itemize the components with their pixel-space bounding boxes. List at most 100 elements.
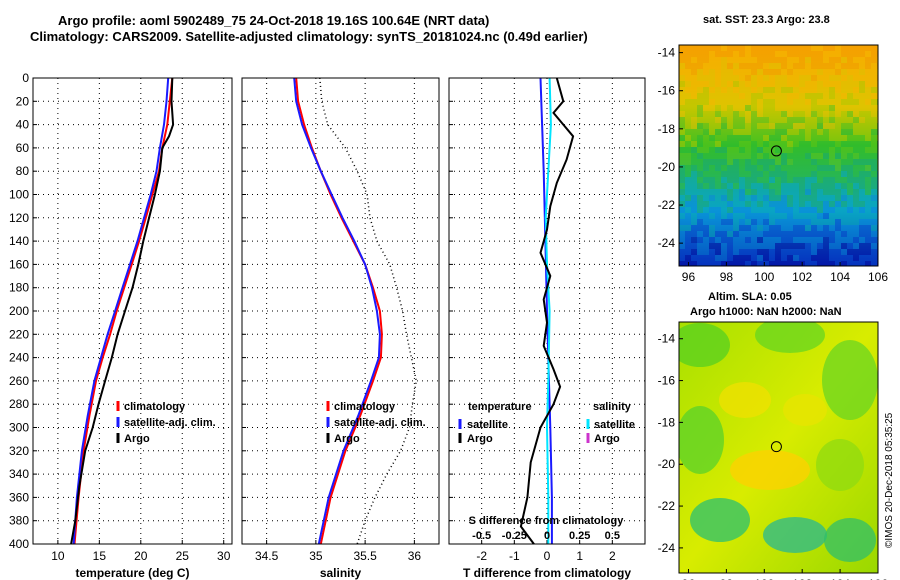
sst-cell bbox=[805, 219, 811, 225]
sst-cell bbox=[763, 165, 769, 171]
sst-cell bbox=[715, 51, 721, 57]
sst-cell bbox=[763, 69, 769, 75]
sst-cell bbox=[721, 153, 727, 159]
sst-cell bbox=[781, 225, 787, 231]
sst-cell bbox=[853, 57, 859, 63]
sst-cell bbox=[733, 165, 739, 171]
sst-cell bbox=[733, 171, 739, 177]
sst-cell bbox=[829, 153, 835, 159]
sst-cell bbox=[715, 231, 721, 237]
sst-cell bbox=[679, 195, 685, 201]
sst-cell bbox=[781, 195, 787, 201]
sst-map-title: sat. SST: 23.3 Argo: 23.8 bbox=[703, 14, 830, 26]
sst-cell bbox=[739, 69, 745, 75]
sst-cell bbox=[703, 75, 709, 81]
sst-cell bbox=[829, 231, 835, 237]
sst-cell bbox=[865, 183, 871, 189]
sst-cell bbox=[871, 147, 877, 153]
sst-cell bbox=[835, 153, 841, 159]
sst-cell bbox=[751, 51, 757, 57]
sst-cell bbox=[817, 135, 823, 141]
sst-cell bbox=[775, 183, 781, 189]
sst-cell bbox=[679, 219, 685, 225]
sst-cell bbox=[709, 195, 715, 201]
sst-cell bbox=[823, 195, 829, 201]
sst-cell bbox=[739, 105, 745, 111]
sst-cell bbox=[751, 147, 757, 153]
sst-cell bbox=[853, 261, 859, 266]
sst-cell bbox=[829, 243, 835, 249]
sst-cell bbox=[763, 225, 769, 231]
sst-cell bbox=[769, 93, 775, 99]
map-y-tick-label: -22 bbox=[658, 499, 676, 513]
sst-cell bbox=[691, 123, 697, 129]
sst-cell bbox=[823, 213, 829, 219]
salinity-panel: 34.5 35 35.5 36 salinity climatology satellite… bbox=[241, 77, 440, 580]
sst-cell bbox=[769, 75, 775, 81]
sst-cell bbox=[757, 237, 763, 243]
sst-cell bbox=[745, 255, 751, 261]
sst-cell bbox=[703, 153, 709, 159]
sst-cell bbox=[727, 135, 733, 141]
sst-cell bbox=[697, 105, 703, 111]
sst-cell bbox=[721, 225, 727, 231]
sst-cell bbox=[757, 195, 763, 201]
sst-cell bbox=[787, 183, 793, 189]
sst-cell bbox=[829, 249, 835, 255]
sst-cell bbox=[721, 231, 727, 237]
sst-cell bbox=[745, 237, 751, 243]
sst-cell bbox=[799, 87, 805, 93]
x-tick-label: 20 bbox=[134, 549, 148, 563]
sst-cell bbox=[679, 255, 685, 261]
sla-blob bbox=[679, 323, 730, 367]
sst-cell bbox=[829, 213, 835, 219]
sst-cell bbox=[739, 51, 745, 57]
sst-cell bbox=[745, 177, 751, 183]
figure-title-line2: Climatology: CARS2009. Satellite-adjuste… bbox=[30, 29, 588, 44]
sst-cell bbox=[847, 201, 853, 207]
sst-cell bbox=[733, 75, 739, 81]
sst-cell bbox=[817, 57, 823, 63]
sst-cell bbox=[769, 189, 775, 195]
sst-cell bbox=[871, 45, 877, 51]
sst-cell bbox=[721, 219, 727, 225]
sst-cell bbox=[799, 123, 805, 129]
sst-cell bbox=[829, 51, 835, 57]
sst-cell bbox=[685, 231, 691, 237]
sst-cell bbox=[697, 123, 703, 129]
sst-cell bbox=[739, 183, 745, 189]
sst-cell bbox=[679, 165, 685, 171]
sst-cell bbox=[871, 87, 877, 93]
sst-cell bbox=[679, 57, 685, 63]
sst-cell bbox=[679, 153, 685, 159]
sst-cell bbox=[835, 63, 841, 69]
sst-cell bbox=[793, 183, 799, 189]
sst-cell bbox=[739, 201, 745, 207]
sst-cell bbox=[685, 249, 691, 255]
sst-cell bbox=[769, 63, 775, 69]
sst-cell bbox=[733, 129, 739, 135]
sst-cell bbox=[829, 183, 835, 189]
sst-cell bbox=[733, 123, 739, 129]
sst-cell bbox=[751, 75, 757, 81]
sst-cell bbox=[745, 165, 751, 171]
sst-cell bbox=[847, 249, 853, 255]
y-tick-label: 80 bbox=[16, 164, 30, 178]
sst-cell bbox=[823, 159, 829, 165]
sst-cell bbox=[709, 123, 715, 129]
sst-cell bbox=[769, 219, 775, 225]
sst-cell bbox=[697, 249, 703, 255]
sst-cell bbox=[871, 63, 877, 69]
series-line-satellite-adj-clim- bbox=[293, 77, 381, 545]
sst-cell bbox=[721, 105, 727, 111]
sst-cell bbox=[775, 123, 781, 129]
sst-cell bbox=[679, 99, 685, 105]
sst-cell bbox=[811, 225, 817, 231]
sla-blob bbox=[690, 498, 750, 542]
sst-cell bbox=[835, 45, 841, 51]
sst-cell bbox=[817, 231, 823, 237]
sst-cell bbox=[721, 51, 727, 57]
sst-cell bbox=[769, 201, 775, 207]
x-tick-label: 34.5 bbox=[255, 549, 279, 563]
sst-cell bbox=[721, 207, 727, 213]
